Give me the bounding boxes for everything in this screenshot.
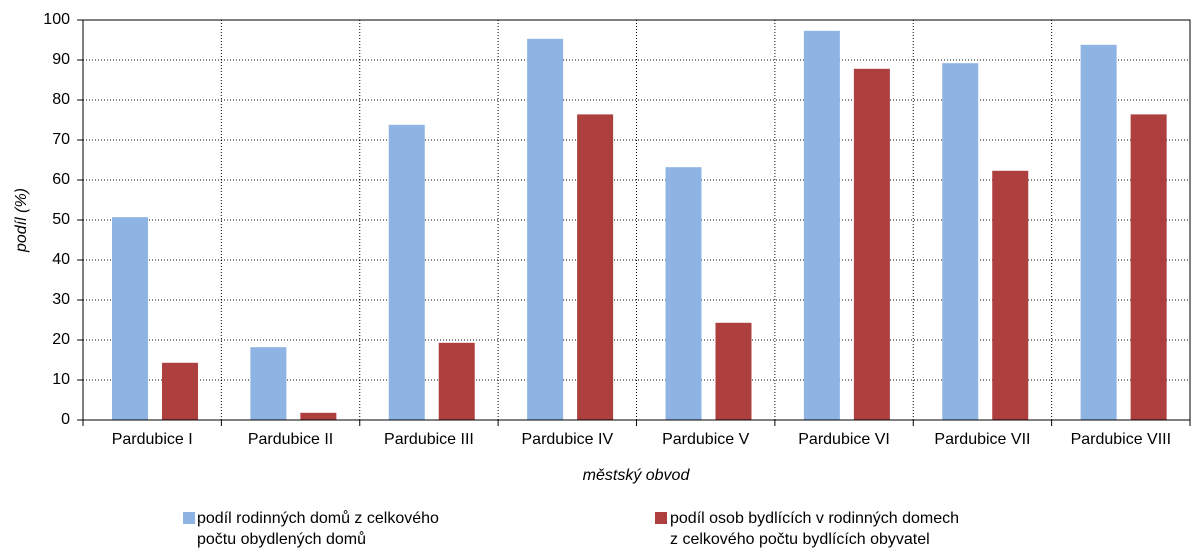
bar	[853, 68, 890, 421]
x-tick-label: Pardubice VII	[934, 431, 1030, 448]
x-tick-label: Pardubice VI	[798, 431, 890, 448]
y-axis-label: podíl (%)	[13, 188, 30, 253]
y-tick-label: 70	[52, 131, 70, 148]
y-tick-label: 0	[61, 411, 70, 428]
y-tick-label: 90	[52, 51, 70, 68]
y-tick-label: 40	[52, 251, 70, 268]
bar	[942, 63, 979, 420]
plot-border	[82, 19, 1191, 421]
bar	[577, 114, 614, 421]
bar	[992, 170, 1029, 420]
bar	[803, 30, 840, 421]
y-tick-label: 100	[43, 11, 70, 28]
bar	[527, 38, 564, 421]
bar	[162, 362, 198, 420]
x-tick-label: Pardubice VIII	[1071, 431, 1172, 448]
legend-label: podíl osob bydlících v rodinných domech …	[670, 510, 960, 548]
x-tick-label: Pardubice V	[662, 431, 749, 448]
y-tick-label: 60	[52, 171, 70, 188]
x-tick-label: Pardubice I	[112, 431, 193, 448]
x-tick-label: Pardubice IV	[522, 431, 614, 448]
bar	[388, 124, 425, 421]
legend-swatch	[183, 512, 195, 524]
y-tick-label: 10	[52, 371, 70, 388]
legend-label: podíl rodinných domů z celkového počtu o…	[197, 510, 439, 548]
x-tick-label: Pardubice II	[248, 431, 333, 448]
bar	[250, 347, 287, 420]
x-axis-label: městský obvod	[583, 467, 691, 484]
bar	[715, 322, 752, 420]
y-tick-label: 20	[52, 331, 70, 348]
y-tick-label: 30	[52, 291, 70, 308]
legend-swatch	[655, 512, 667, 524]
y-tick-label: 80	[52, 91, 70, 108]
bar	[300, 412, 337, 420]
bar	[438, 342, 475, 420]
bar	[665, 167, 702, 420]
bar	[1080, 44, 1117, 421]
bar	[1130, 114, 1167, 421]
bar	[112, 217, 148, 420]
x-tick-label: Pardubice III	[384, 431, 474, 448]
y-tick-label: 50	[52, 211, 70, 228]
